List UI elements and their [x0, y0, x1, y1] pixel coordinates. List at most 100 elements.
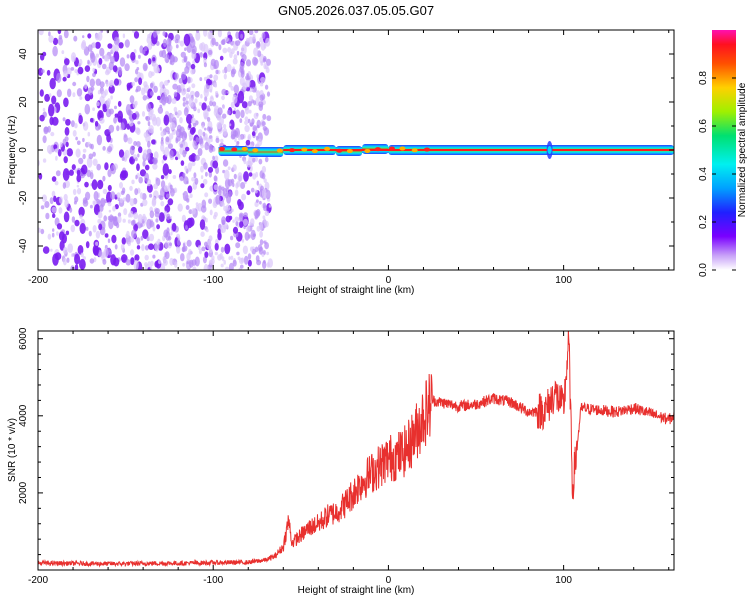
spectrogram-noise-blob [203, 43, 209, 54]
spectrogram-noise-blob [222, 69, 225, 74]
spectrogram-y-tick-label: -40 [18, 238, 29, 253]
spectrogram-noise-blob [262, 113, 267, 120]
spectrogram-noise-blob [72, 130, 77, 137]
spectrogram-noise-blob [212, 101, 217, 107]
spectrogram-noise-blob [259, 94, 264, 102]
spectrogram-noise-blob [119, 182, 123, 189]
spectrogram-noise-blob [205, 217, 208, 223]
snr-x-tick-label: -100 [203, 575, 223, 586]
spectrogram-noise-blob [235, 40, 241, 46]
spectrogram-noise-blob [176, 245, 181, 254]
spectrogram-noise-blob [76, 184, 80, 188]
spectrogram-noise-blob [102, 258, 107, 265]
spectrogram-noise-blob [262, 215, 266, 220]
spectrogram-noise-blob [209, 209, 213, 216]
spectrogram-noise-blob [200, 175, 204, 180]
spectrogram-noise-blob [264, 210, 270, 216]
spectrogram-noise-blob [98, 57, 103, 65]
spectrogram-noise-blob [198, 101, 202, 106]
spectrogram-noise-blob [213, 214, 217, 220]
spectrogram-noise-blob [76, 169, 81, 176]
spectrogram-noise-blob [235, 109, 241, 119]
spectrogram-noise-blob [224, 178, 231, 189]
spectrogram-noise-blob [248, 30, 254, 36]
spectrogram-noise-blob [130, 249, 135, 256]
spectrogram-noise-blob [228, 81, 232, 88]
spectrogram-noise-blob [233, 173, 237, 180]
spectrogram-noise-blob [136, 127, 141, 136]
spectrogram-noise-blob [169, 122, 176, 131]
spectrogram-noise-blob [215, 41, 219, 47]
spectrogram-noise-blob [49, 77, 56, 90]
spectrogram-noise-blob [199, 43, 204, 51]
spectrogram-ridge-blob [324, 146, 331, 151]
spectrogram-noise-blob [155, 67, 161, 74]
colorbar-tick-label: 0.2 [698, 215, 709, 229]
spectrogram-noise-blob [227, 166, 231, 170]
spectrogram-noise-blob [144, 45, 148, 52]
spectrogram-noise-blob [242, 245, 248, 255]
spectrogram-noise-blob [154, 211, 160, 218]
spectrogram-noise-blob [125, 193, 131, 203]
spectrogram-noise-blob [108, 108, 115, 115]
spectrogram-noise-blob [49, 116, 54, 126]
spectrogram-noise-blob [188, 217, 195, 227]
spectrogram-noise-blob [200, 231, 205, 237]
spectrogram-noise-blob [102, 188, 108, 195]
spectrogram-noise-blob [195, 202, 199, 206]
spectrogram-noise-blob [93, 246, 99, 256]
spectrogram-noise-blob [261, 121, 266, 127]
spectrogram-noise-blob [184, 47, 187, 51]
spectrogram-noise-blob [139, 192, 144, 199]
spectrogram-noise-blob [112, 205, 116, 212]
spectrogram-noise-blob [131, 179, 135, 185]
spectrogram-noise-blob [51, 232, 55, 238]
spectrogram-noise-blob [110, 164, 116, 175]
spectrogram-noise-blob [224, 243, 231, 255]
spectrogram-noise-blob [63, 211, 70, 223]
spectrogram-noise-blob [125, 259, 131, 266]
spectrogram-noise-blob [132, 101, 137, 109]
spectrogram-noise-blob [255, 255, 260, 262]
spectrogram-noise-blob [44, 93, 50, 102]
spectrogram-noise-blob [77, 66, 84, 75]
spectrogram-noise-blob [112, 215, 119, 227]
spectrogram-noise-blob [182, 102, 186, 107]
spectrogram-noise-blob [79, 258, 86, 270]
spectrogram-noise-blob [56, 72, 62, 83]
spectrogram-noise-blob [215, 91, 219, 95]
spectrogram-noise-blob [155, 218, 159, 223]
spectrogram-noise-blob [226, 109, 231, 115]
spectrogram-noise-blob [54, 148, 59, 153]
spectrogram-noise-blob [168, 169, 172, 175]
spectrogram-noise-blob [240, 264, 244, 269]
spectrogram-noise-blob [258, 101, 264, 108]
spectrogram-noise-blob [230, 134, 236, 140]
spectrogram-noise-blob [241, 54, 247, 62]
spectrogram-noise-blob [221, 202, 225, 207]
spectrogram-noise-blob [72, 188, 77, 196]
spectrogram-noise-blob [195, 31, 201, 41]
spectrogram-noise-blob [107, 98, 111, 106]
spectrogram-noise-blob [265, 189, 271, 200]
spectrogram-noise-blob [139, 169, 147, 177]
spectrogram-noise-blob [108, 61, 115, 71]
snr-series-line [38, 331, 674, 568]
spectrogram-noise-blob [164, 241, 170, 249]
spectrogram-noise-blob [236, 50, 240, 56]
spectrogram-noise-blob [145, 133, 151, 143]
spectrogram-noise-blob [169, 55, 175, 66]
spectrogram-noise-blob [241, 193, 247, 201]
spectrogram-noise-blob [222, 113, 227, 119]
spectrogram-noise-blob [225, 204, 231, 211]
colorbar-ticks: 0.0 0.2 0.4 0.6 0.8 [698, 71, 736, 277]
spectrogram-noise-blob [161, 159, 165, 164]
spectrogram-noise-blob [162, 256, 167, 263]
spectrogram-noise-blob [237, 172, 243, 182]
spectrogram-noise-blob [70, 120, 75, 128]
spectrogram-noise-blob [180, 253, 185, 262]
spectrogram-noise-blob [227, 47, 232, 53]
spectrogram-noise-blob [165, 136, 170, 143]
spectrogram-noise-blob [136, 245, 141, 250]
